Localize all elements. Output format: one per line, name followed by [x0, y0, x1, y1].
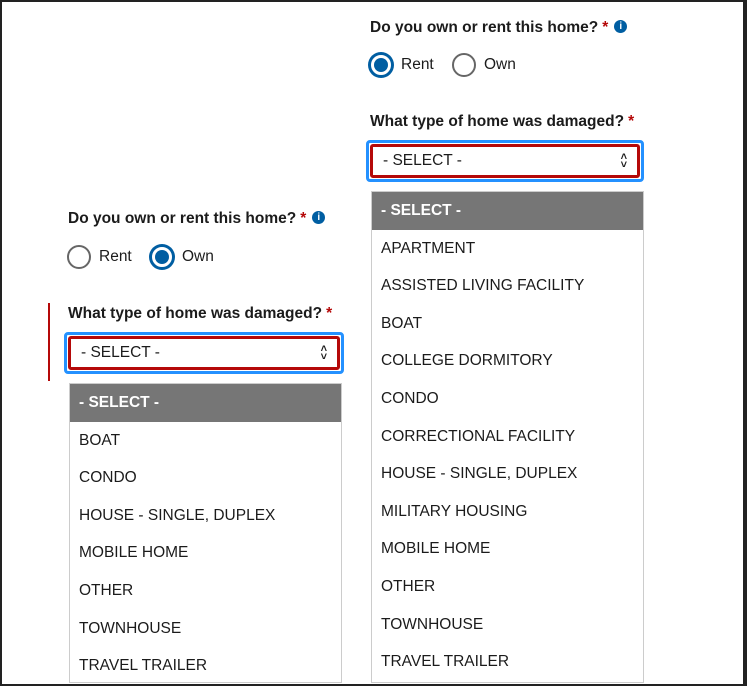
- question-text: Do you own or rent this home?: [370, 19, 599, 36]
- option-item[interactable]: ASSISTED LIVING FACILITY: [381, 277, 585, 295]
- option-item[interactable]: BOAT: [79, 431, 121, 449]
- radio-rent[interactable]: Rent: [369, 53, 434, 77]
- option-item[interactable]: TRAVEL TRAILER: [381, 653, 510, 671]
- right-form: Do you own or rent this home? * i Rent Own…: [355, 0, 745, 686]
- option-item[interactable]: MOBILE HOME: [381, 540, 491, 558]
- info-icon[interactable]: i: [312, 211, 326, 224]
- chevron-up-down-icon: ˄ ˅: [620, 151, 627, 171]
- required-asterisk: *: [628, 113, 635, 130]
- radio-circle[interactable]: [67, 245, 91, 269]
- home-type-select[interactable]: - SELECT - ˄ ˅: [64, 332, 344, 374]
- option-item[interactable]: TOWNHOUSE: [79, 619, 182, 637]
- option-item[interactable]: BOAT: [381, 314, 423, 332]
- ownership-question: Do you own or rent this home? * i: [68, 210, 326, 228]
- radio-own[interactable]: Own: [452, 53, 516, 77]
- radio-circle-checked[interactable]: [369, 53, 393, 77]
- required-asterisk: *: [300, 210, 307, 227]
- home-type-question: What type of home was damaged? *: [370, 113, 634, 131]
- option-item[interactable]: CORRECTIONAL FACILITY: [381, 427, 576, 445]
- question-text: What type of home was damaged?: [370, 113, 625, 130]
- home-type-select[interactable]: - SELECT - ˄ ˅: [366, 140, 644, 182]
- option-item[interactable]: OTHER: [79, 581, 134, 599]
- question-text: Do you own or rent this home?: [68, 210, 297, 227]
- info-icon[interactable]: i: [614, 20, 628, 33]
- option-item[interactable]: CONDO: [79, 469, 137, 487]
- question-text: What type of home was damaged?: [68, 305, 323, 322]
- option-item[interactable]: MILITARY HOUSING: [381, 502, 528, 520]
- required-asterisk: *: [326, 305, 333, 322]
- radio-rent[interactable]: Rent: [67, 245, 132, 269]
- home-type-options[interactable]: - SELECT - BOAT CONDO HOUSE - SINGLE, DUPLE…: [69, 383, 342, 683]
- option-item[interactable]: CONDO: [381, 389, 439, 407]
- ownership-question: Do you own or rent this home? * i: [370, 19, 628, 37]
- option-item[interactable]: HOUSE - SINGLE, DUPLEX: [79, 506, 276, 524]
- home-type-options[interactable]: - SELECT - APARTMENT ASSISTED LIVING FACIL…: [371, 191, 644, 683]
- radio-circle[interactable]: [452, 53, 476, 77]
- select-value: - SELECT -: [383, 152, 462, 169]
- option-item[interactable]: - SELECT -: [70, 384, 341, 422]
- option-item[interactable]: HOUSE - SINGLE, DUPLEX: [381, 465, 578, 483]
- home-type-question: What type of home was damaged? *: [68, 305, 332, 323]
- chevron-up-down-icon: ˄ ˅: [320, 343, 327, 363]
- radio-label: Rent: [99, 248, 132, 265]
- option-item[interactable]: MOBILE HOME: [79, 544, 189, 562]
- radio-label: Own: [182, 248, 214, 265]
- option-item[interactable]: COLLEGE DORMITORY: [381, 352, 553, 370]
- required-asterisk: *: [602, 19, 609, 36]
- radio-circle-checked[interactable]: [150, 245, 174, 269]
- radio-label: Own: [484, 56, 516, 73]
- option-item[interactable]: TRAVEL TRAILER: [79, 657, 208, 675]
- radio-label: Rent: [401, 56, 434, 73]
- radio-own[interactable]: Own: [150, 245, 214, 269]
- option-item[interactable]: OTHER: [381, 577, 436, 595]
- option-item[interactable]: - SELECT -: [372, 192, 643, 230]
- select-value: - SELECT -: [81, 344, 160, 361]
- option-item[interactable]: TOWNHOUSE: [381, 615, 484, 633]
- error-indicator: [48, 303, 50, 381]
- option-item[interactable]: APARTMENT: [381, 239, 476, 257]
